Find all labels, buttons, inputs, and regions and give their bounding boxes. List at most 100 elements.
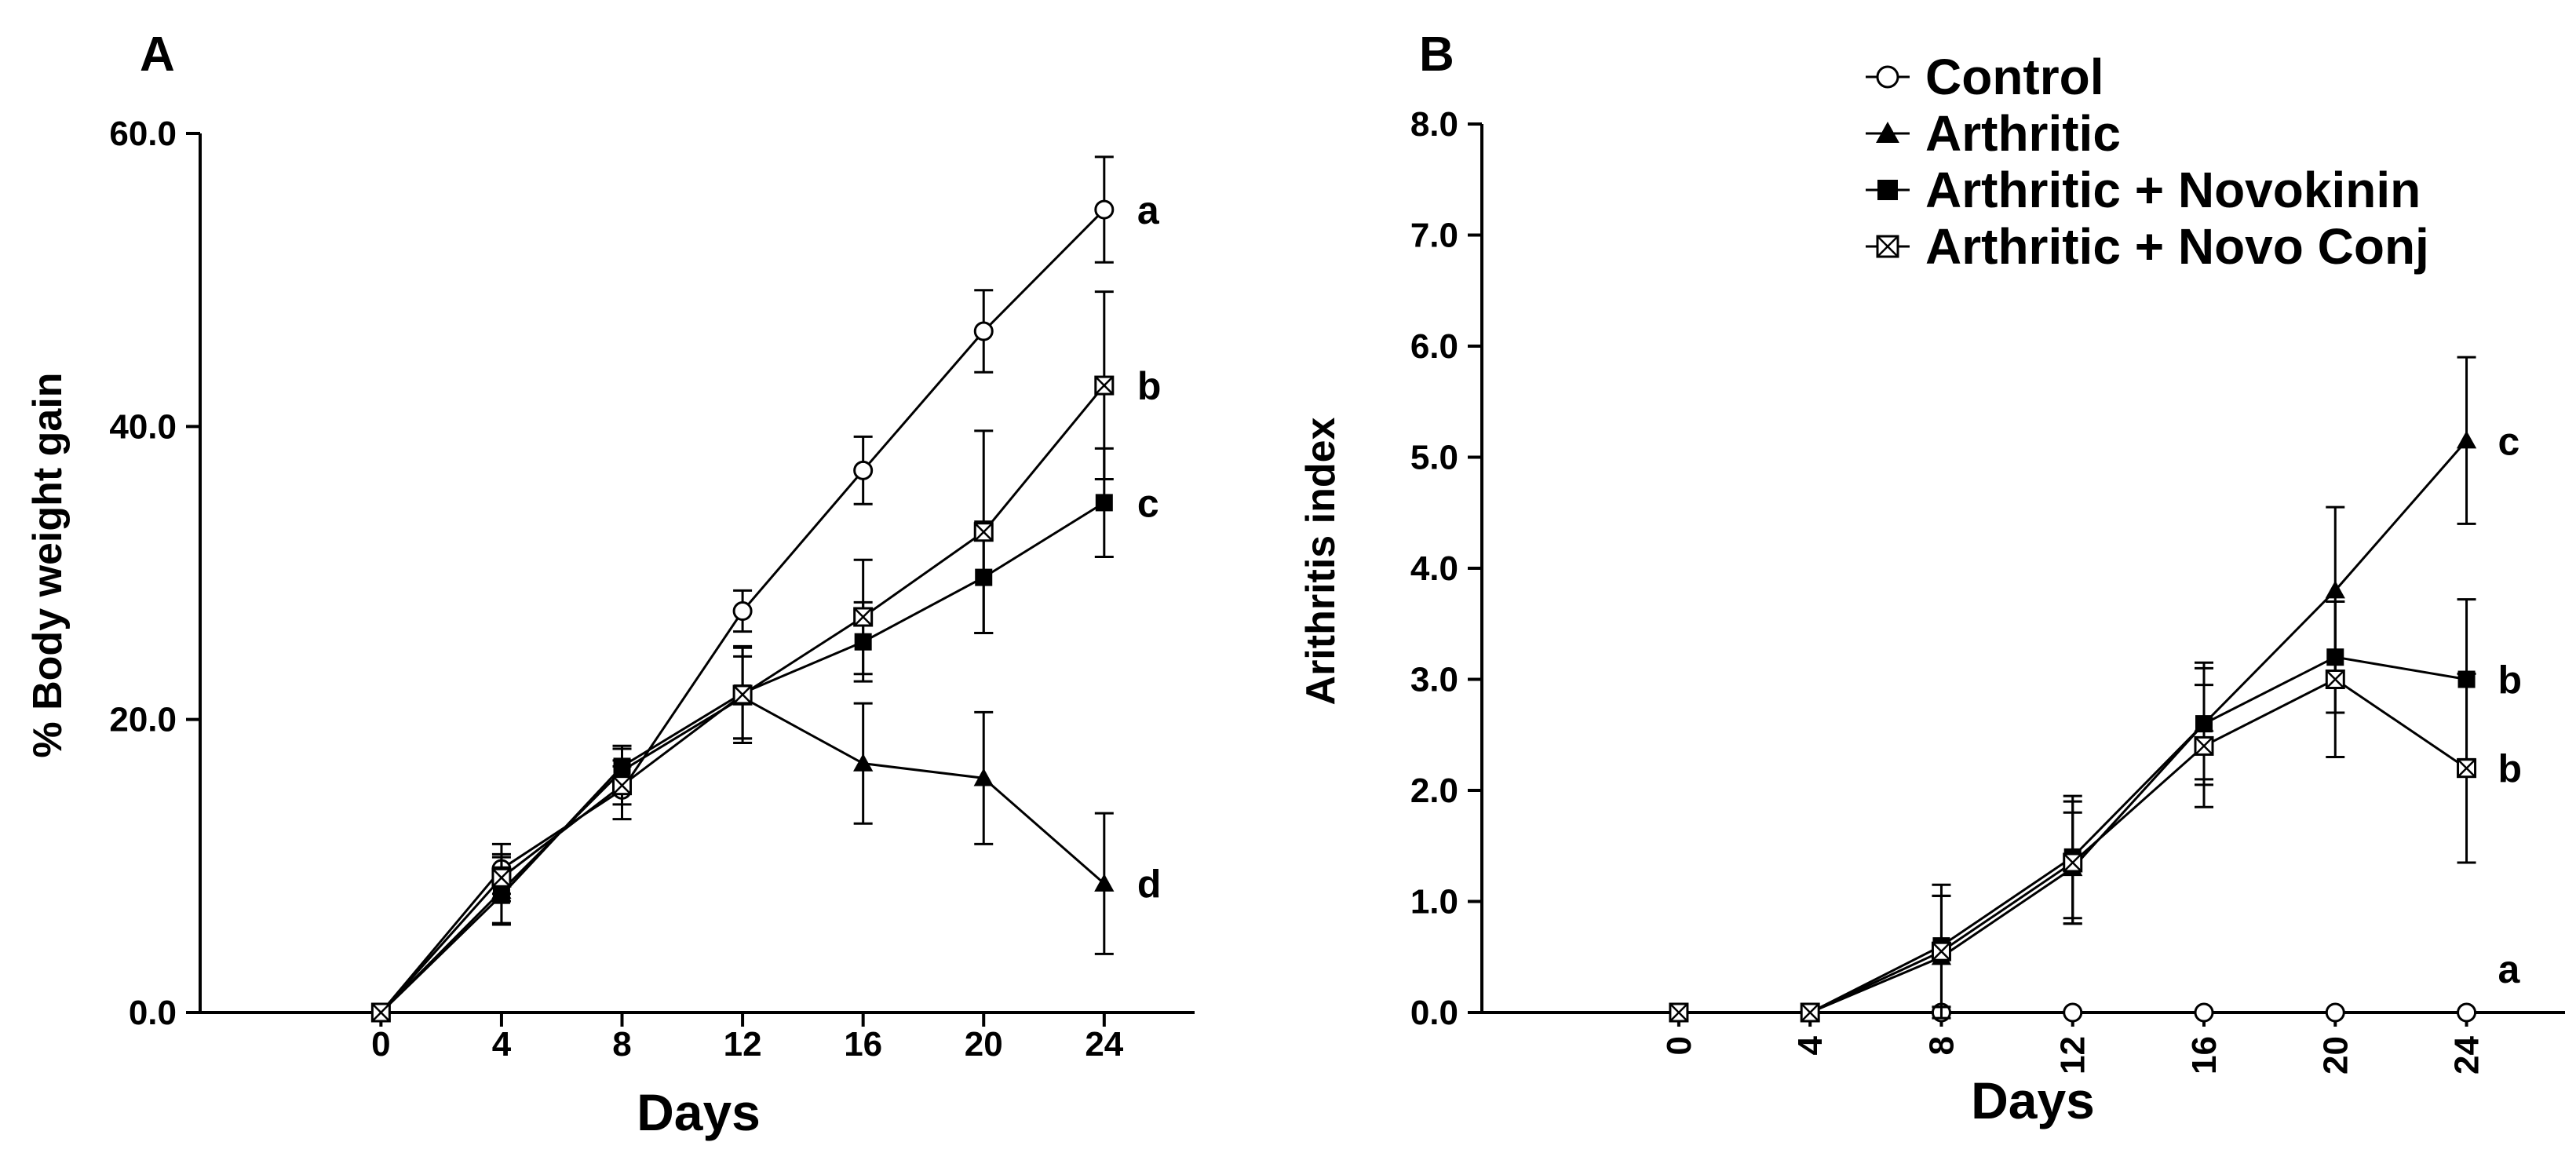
significance-label: b — [2498, 659, 2523, 702]
data-point — [853, 753, 874, 772]
data-point — [370, 1002, 391, 1023]
legend-entry: Arthritic + Novokinin — [1866, 162, 2421, 218]
data-point — [732, 601, 753, 622]
x-tick-label: 16 — [2185, 1036, 2224, 1075]
legend-marker — [1876, 235, 1899, 258]
legend-marker-shape — [1876, 65, 1899, 89]
data-point — [2325, 1002, 2345, 1023]
x-tick-label: 24 — [1085, 1025, 1123, 1064]
data-point-shape — [2063, 1002, 2083, 1023]
data-point-x2 — [853, 608, 873, 626]
significance-label: a — [1137, 188, 1160, 232]
y-tick-label: 60.0 — [109, 115, 177, 153]
legend-marker-x2 — [1877, 235, 1899, 257]
y-tick-label: 2.0 — [1410, 772, 1458, 810]
legend-marker-shape — [1877, 180, 1898, 200]
data-point — [1095, 494, 1113, 512]
data-point — [973, 522, 994, 542]
y-tick-label: 7.0 — [1410, 217, 1458, 255]
data-point-shape — [732, 601, 753, 622]
data-point — [1800, 1002, 1820, 1023]
legend-label: Arthritic + Novo Conj — [1925, 218, 2429, 275]
data-point — [2194, 1002, 2214, 1023]
series-line — [1678, 440, 2468, 1014]
series-arthritic: c — [1669, 356, 2519, 1021]
x-tick-label: 20 — [965, 1025, 1003, 1064]
x-tick-label: 8 — [1922, 1036, 1961, 1055]
legend-marker-shape — [1876, 122, 1899, 143]
series-arthritic-novo-conj: b — [370, 290, 1162, 1023]
data-point — [2063, 852, 2083, 873]
series-arthritic-novokinin: c — [372, 447, 1159, 1021]
legend-label: Arthritic — [1925, 105, 2121, 162]
data-point-x2 — [1801, 1003, 1820, 1022]
significance-label: d — [1137, 863, 1162, 907]
legend-marker — [1876, 122, 1899, 143]
data-point-x2 — [1094, 376, 1114, 395]
data-point — [1931, 941, 1951, 961]
significance-label: b — [1137, 364, 1162, 408]
data-point-shape — [2457, 1002, 2477, 1023]
x-tick-label: 12 — [724, 1025, 762, 1064]
legend-marker — [1876, 65, 1899, 89]
data-point — [1669, 1002, 1689, 1023]
data-point-x2 — [1932, 942, 1951, 961]
legend-label: Arthritic + Novokinin — [1925, 162, 2421, 218]
data-point — [1094, 375, 1115, 396]
data-point-shape — [2325, 580, 2345, 599]
x-tick-label: 24 — [2448, 1035, 2487, 1074]
data-point-shape — [1094, 874, 1115, 892]
x-tick-label: 4 — [492, 1025, 512, 1064]
legend-entry: Arthritic — [1866, 105, 2121, 162]
data-point — [612, 775, 633, 796]
data-point-x2 — [1669, 1003, 1688, 1022]
significance-label: b — [2498, 747, 2523, 791]
data-point — [2063, 1002, 2083, 1023]
data-point — [2457, 1002, 2477, 1023]
x-axis-label: Days — [637, 1083, 761, 1141]
data-point — [2325, 670, 2345, 689]
data-point — [2325, 580, 2345, 599]
significance-label: a — [2498, 947, 2521, 991]
data-point-shape — [973, 768, 994, 786]
data-point — [1094, 199, 1115, 220]
data-point — [1094, 874, 1115, 892]
x-tick-label: 0 — [1660, 1036, 1698, 1055]
data-point — [2456, 430, 2477, 449]
x-tick-label: 20 — [2316, 1036, 2355, 1075]
y-tick-label: 0.0 — [129, 994, 177, 1032]
panel-letter: A — [140, 27, 175, 82]
x-tick-label: 12 — [2054, 1036, 2093, 1075]
series-arthritic-novo-conj: b — [1669, 600, 2523, 1023]
data-point-shape — [1094, 199, 1115, 220]
series-control: a — [1669, 947, 2521, 1023]
data-point-x2 — [492, 868, 511, 888]
y-tick-label: 8.0 — [1410, 105, 1458, 144]
y-tick-label: 20.0 — [109, 701, 177, 739]
data-point-x2 — [2195, 736, 2213, 756]
data-point — [973, 321, 994, 341]
series-arthritic: d — [370, 655, 1162, 1021]
axes: 0.0 20.0 40.0 60.0 0 4 8 12 16 20 24 — [109, 115, 1195, 1064]
data-point-shape — [1095, 494, 1113, 512]
x-tick-label: 0 — [371, 1025, 390, 1064]
legend-entry: Arthritic + Novo Conj — [1866, 218, 2429, 275]
data-point-shape — [2194, 1002, 2214, 1023]
data-point-shape — [2325, 1002, 2345, 1023]
significance-label: c — [1137, 481, 1159, 525]
series-line — [380, 695, 1105, 1014]
data-point-x2 — [2457, 758, 2476, 778]
series-line — [380, 502, 1105, 1014]
x-tick-label: 8 — [612, 1025, 631, 1064]
data-point — [853, 460, 874, 480]
data-point-shape — [853, 753, 874, 772]
y-tick-label: 0.0 — [1410, 994, 1458, 1032]
x-tick-label: 4 — [1791, 1035, 1830, 1055]
data-point — [853, 607, 874, 627]
y-tick-label: 40.0 — [109, 407, 177, 446]
panel-letter: B — [1419, 27, 1454, 82]
data-point — [2457, 758, 2477, 779]
data-point-x2 — [733, 685, 752, 704]
x-axis-label: Days — [1971, 1071, 2095, 1129]
